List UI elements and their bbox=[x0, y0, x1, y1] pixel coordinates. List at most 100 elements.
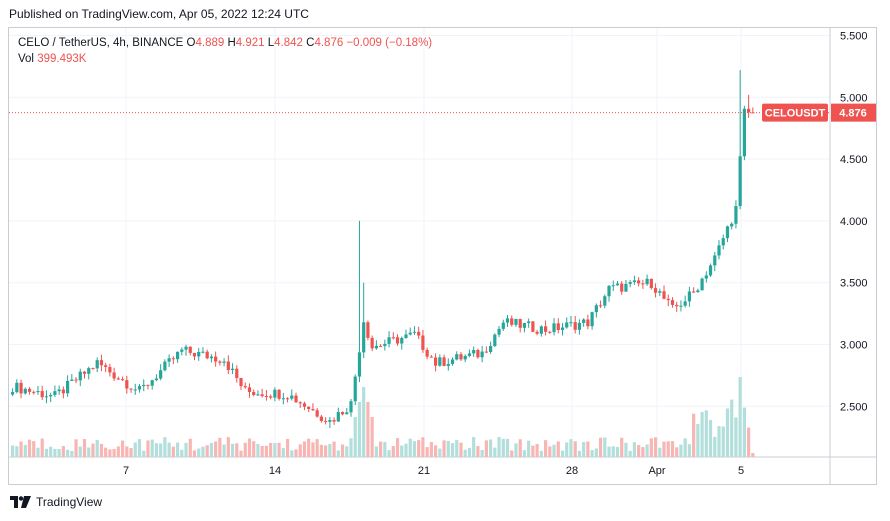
volume-bar bbox=[112, 448, 116, 457]
volume-bar bbox=[725, 408, 730, 457]
candle-body bbox=[670, 300, 675, 305]
volume-bar bbox=[607, 446, 611, 457]
volume-bar bbox=[742, 407, 746, 457]
volume-bar bbox=[27, 439, 32, 457]
candle-body bbox=[188, 346, 192, 353]
x-tick-label: 14 bbox=[269, 465, 281, 477]
volume-bar bbox=[594, 448, 598, 457]
volume-bar bbox=[57, 448, 61, 457]
x-tick-label: 5 bbox=[738, 465, 744, 477]
candle-body bbox=[82, 371, 87, 374]
volume-bar bbox=[171, 446, 175, 457]
candle-body bbox=[129, 388, 133, 390]
volume-bar bbox=[108, 449, 112, 457]
volume-bar bbox=[239, 450, 243, 457]
candle-body bbox=[641, 283, 645, 285]
candle-body bbox=[704, 275, 708, 279]
candle-body bbox=[615, 283, 620, 286]
volume-bar bbox=[573, 441, 577, 457]
volume-bar bbox=[353, 417, 357, 457]
candle-body bbox=[730, 223, 734, 227]
candle-body bbox=[658, 291, 662, 293]
candle-body bbox=[226, 361, 230, 371]
symbol-price-tag bbox=[762, 103, 828, 122]
candle-body bbox=[201, 351, 205, 353]
volume-bar bbox=[328, 444, 332, 457]
volume-bar bbox=[340, 444, 345, 457]
volume-bar bbox=[256, 443, 260, 457]
legend-low-label: L bbox=[267, 37, 275, 49]
candle-body bbox=[493, 334, 497, 347]
candle-body bbox=[370, 337, 374, 349]
candle-body bbox=[23, 388, 27, 394]
volume-bar bbox=[370, 417, 374, 457]
y-tick-label: 5.000 bbox=[840, 92, 868, 104]
symbol-tag-text: CELOUSDT bbox=[765, 108, 826, 120]
volume-bar bbox=[125, 446, 129, 457]
x-tick-label: 28 bbox=[566, 465, 578, 477]
x-tick-label: 7 bbox=[123, 465, 129, 477]
volume-bar bbox=[565, 442, 569, 457]
volume-bar bbox=[412, 441, 417, 457]
candle-body bbox=[319, 416, 323, 421]
y-tick-label: 2.500 bbox=[840, 401, 868, 413]
volume-bar bbox=[747, 427, 751, 457]
candle-body bbox=[484, 351, 488, 353]
volume-bar bbox=[273, 443, 277, 457]
volume-bar bbox=[214, 441, 218, 457]
candle-body bbox=[459, 354, 463, 360]
volume-bar bbox=[129, 448, 133, 457]
volume-bar bbox=[442, 440, 446, 457]
volume-bar bbox=[180, 449, 184, 457]
volume-bar bbox=[438, 448, 442, 457]
candle-body bbox=[19, 382, 23, 394]
volume-bar bbox=[417, 440, 421, 457]
volume-bar bbox=[285, 438, 290, 457]
volume-bar bbox=[175, 442, 180, 457]
volume-bar bbox=[264, 445, 268, 457]
volume-bar bbox=[421, 437, 425, 457]
volume-bar bbox=[188, 438, 192, 457]
volume-bar bbox=[104, 447, 108, 457]
candle-body bbox=[349, 401, 353, 413]
volume-bar bbox=[653, 437, 658, 457]
volume-bar bbox=[683, 438, 687, 457]
volume-bar bbox=[91, 443, 95, 457]
candle-body bbox=[159, 370, 163, 379]
candle-body bbox=[467, 353, 472, 356]
volume-bar bbox=[120, 440, 125, 457]
candle-body bbox=[666, 298, 670, 301]
volume-bar bbox=[522, 450, 527, 457]
candle-body bbox=[438, 357, 442, 366]
candle-body bbox=[539, 326, 543, 334]
volume-bar bbox=[324, 445, 328, 457]
volume-bar bbox=[99, 443, 104, 457]
volume-bar bbox=[472, 437, 476, 457]
volume-bar bbox=[404, 443, 408, 457]
candle-body bbox=[120, 379, 125, 381]
candle-body bbox=[362, 322, 366, 353]
tradingview-logo[interactable]: TradingView bbox=[10, 495, 102, 509]
last-price-tag bbox=[831, 103, 876, 122]
candle-body bbox=[281, 398, 285, 400]
published-header: Published on TradingView.com, Apr 05, 20… bbox=[9, 7, 309, 21]
candle-body bbox=[645, 278, 649, 285]
candle-body bbox=[497, 328, 501, 335]
volume-bar bbox=[374, 446, 378, 457]
volume-bar bbox=[65, 449, 70, 457]
candle-body bbox=[400, 337, 404, 344]
volume-bar bbox=[624, 442, 628, 457]
legend-volume-value: 399.493K bbox=[37, 53, 87, 65]
candle-body bbox=[442, 357, 446, 366]
candle-body bbox=[197, 351, 201, 357]
volume-bar bbox=[480, 449, 484, 457]
volume-bar bbox=[277, 442, 281, 457]
legend-low-value: 4.842 bbox=[274, 37, 303, 49]
volume-bar bbox=[556, 441, 560, 457]
legend-close-value: 4.876 bbox=[314, 37, 344, 49]
volume-bar bbox=[307, 438, 311, 457]
legend-volume-label: Vol bbox=[18, 53, 34, 65]
candle-body bbox=[505, 318, 510, 323]
candle-body bbox=[708, 265, 713, 276]
